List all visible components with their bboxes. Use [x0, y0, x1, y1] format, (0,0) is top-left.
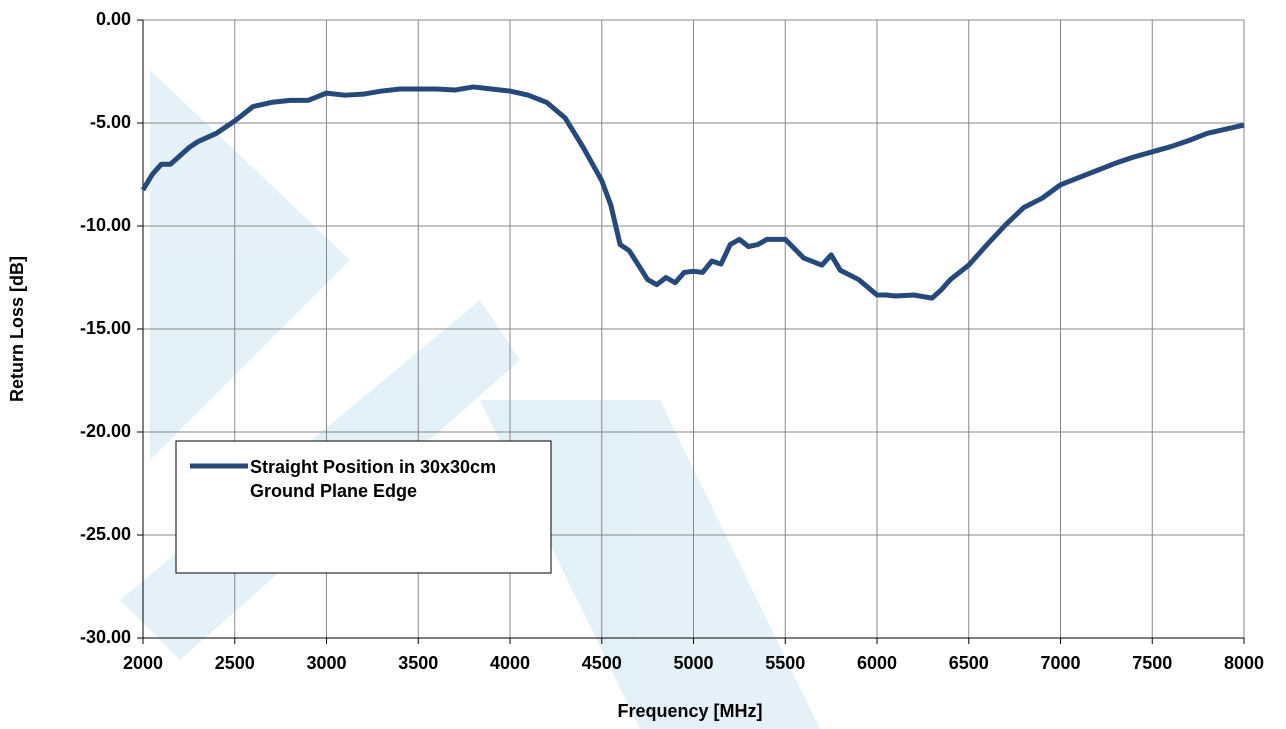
- y-tick-label: -15.00: [80, 318, 131, 338]
- y-tick-label: -10.00: [80, 215, 131, 235]
- legend-box: [175, 440, 552, 574]
- x-tick-label: 7000: [1040, 653, 1080, 673]
- legend-label: Straight Position in 30x30cm Ground Plan…: [250, 457, 497, 501]
- y-axis-title: Return Loss [dB]: [7, 256, 27, 402]
- y-tick-label: -30.00: [80, 627, 131, 647]
- data-line: [140, 84, 1245, 301]
- x-tick-label: 2000: [123, 653, 163, 673]
- x-tick-label: 6500: [949, 653, 989, 673]
- y-tick-label: -5.00: [90, 112, 131, 132]
- x-axis-title: Frequency [MHz]: [617, 701, 762, 721]
- x-tick-label: 6000: [857, 653, 897, 673]
- watermark: [120, 70, 820, 729]
- x-tick-label: 4000: [490, 653, 530, 673]
- x-tick-label: 3000: [306, 653, 346, 673]
- x-tick-label: 7500: [1132, 653, 1172, 673]
- y-tick-label: -20.00: [80, 421, 131, 441]
- x-tick-label: 5000: [673, 653, 713, 673]
- x-tick-label: 4500: [582, 653, 622, 673]
- x-tick-label: 8000: [1224, 653, 1264, 673]
- x-tick-label: 5500: [765, 653, 805, 673]
- x-tick-label: 2500: [215, 653, 255, 673]
- x-tick-label: 3500: [398, 653, 438, 673]
- y-tick-label: -25.00: [80, 524, 131, 544]
- y-tick-label: 0.00: [96, 9, 131, 29]
